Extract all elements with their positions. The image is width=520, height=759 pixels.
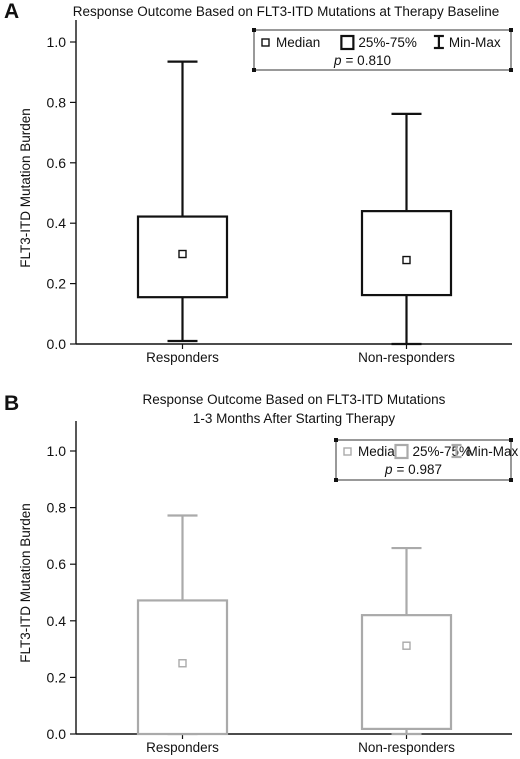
chart-panel-b: B Response Outcome Based on FLT3-ITD Muta…	[4, 392, 519, 755]
x-tick-label: Non-responders	[358, 350, 455, 365]
legend-median-label: Median	[276, 35, 320, 50]
y-tick-label: 0.4	[47, 613, 67, 629]
y-tick-label: 0.2	[47, 669, 67, 685]
chart-title: Response Outcome Based on FLT3-ITD Mutat…	[73, 4, 499, 19]
box-responders	[136, 514, 229, 736]
legend-corner-handle	[509, 438, 513, 442]
legend-iqr-symbol	[394, 443, 409, 460]
legend-iqr-label: 25%-75%	[358, 35, 417, 50]
x-tick-label: Responders	[146, 350, 219, 365]
y-tick-label: 0.4	[47, 215, 67, 231]
legend-frame	[335, 439, 512, 481]
p-value-symbol: p	[384, 462, 393, 477]
x-tick-label: Responders	[146, 740, 219, 755]
iqr-box	[360, 614, 453, 731]
legend-median-symbol	[343, 447, 352, 456]
legend-corner-handle	[509, 68, 513, 72]
y-tick-label: 0.0	[47, 336, 67, 352]
chart-title: 1-3 Months After Starting Therapy	[193, 411, 396, 426]
y-tick-label: 0.6	[47, 556, 67, 572]
y-tick-label: 0.8	[47, 500, 67, 516]
median-marker	[178, 249, 187, 259]
p-value-symbol: p	[333, 53, 342, 68]
box-non-responders	[360, 546, 453, 736]
chart-title: Response Outcome Based on FLT3-ITD Mutat…	[143, 392, 446, 407]
median-marker	[178, 659, 187, 668]
box-responders	[136, 60, 229, 343]
legend-iqr-symbol	[340, 34, 355, 51]
median-marker	[402, 641, 411, 650]
y-axis-label: FLT3-ITD Mutation Burden	[18, 503, 33, 663]
box-non-responders	[360, 112, 453, 346]
y-tick-label: 0.2	[47, 276, 67, 292]
p-value-number: = 0.987	[397, 462, 442, 477]
p-value: p = 0.810	[333, 53, 391, 68]
x-tick-label: Non-responders	[358, 740, 455, 755]
y-tick-label: 1.0	[47, 443, 67, 459]
legend-median-symbol	[261, 38, 270, 47]
legend-corner-handle	[252, 28, 256, 32]
legend-corner-handle	[252, 68, 256, 72]
y-axis-label: FLT3-ITD Mutation Burden	[18, 108, 33, 268]
legend-range-label: Min-Max	[467, 444, 519, 459]
legend-median-label: Median	[358, 444, 402, 459]
chart-panel-a: A Response Outcome Based on FLT3-ITD Muta…	[4, 0, 513, 365]
p-value: p = 0.987	[384, 462, 442, 477]
legend: Median 25%-75% Min-Max p = 0.810	[252, 28, 513, 72]
legend-corner-handle	[509, 28, 513, 32]
legend-corner-handle	[509, 478, 513, 482]
panel-letter: B	[4, 392, 19, 415]
legend-corner-handle	[334, 478, 338, 482]
legend-range-label: Min-Max	[449, 35, 501, 50]
median-marker	[402, 255, 411, 265]
y-tick-label: 0.8	[47, 94, 67, 110]
y-tick-label: 1.0	[47, 34, 67, 50]
legend-iqr-label: 25%-75%	[413, 444, 472, 459]
y-tick-label: 0.0	[47, 726, 67, 742]
legend-frame	[253, 29, 512, 71]
panel-letter: A	[4, 0, 19, 23]
legend-corner-handle	[334, 438, 338, 442]
p-value-number: = 0.810	[346, 53, 391, 68]
y-tick-label: 0.6	[47, 155, 67, 171]
iqr-box	[360, 210, 453, 297]
legend: Median 25%-75%Min-Max p = 0.987	[334, 438, 519, 482]
